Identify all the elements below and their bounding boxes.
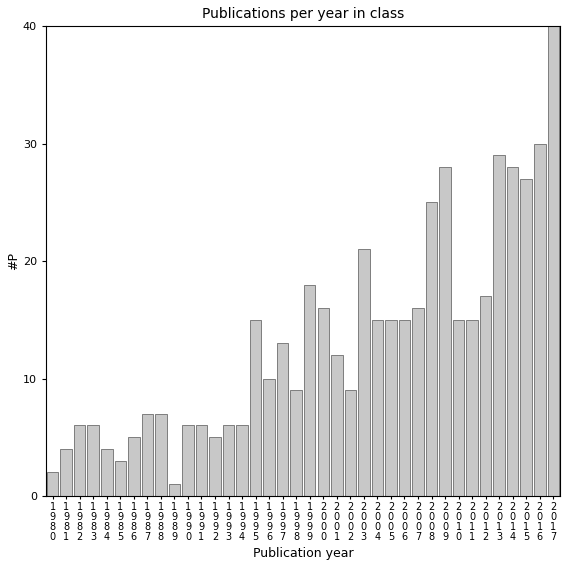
Bar — [115, 461, 126, 496]
Bar — [426, 202, 437, 496]
Bar — [480, 297, 492, 496]
Bar — [155, 414, 167, 496]
Bar — [101, 449, 112, 496]
Y-axis label: #P: #P — [7, 252, 20, 270]
Bar — [318, 308, 329, 496]
Title: Publications per year in class: Publications per year in class — [202, 7, 404, 21]
Bar — [439, 167, 451, 496]
Bar — [236, 425, 248, 496]
Bar — [196, 425, 207, 496]
Bar — [534, 143, 545, 496]
Bar — [168, 484, 180, 496]
Bar — [223, 425, 234, 496]
Bar — [493, 155, 505, 496]
Bar — [304, 285, 315, 496]
Bar — [412, 308, 424, 496]
X-axis label: Publication year: Publication year — [253, 547, 353, 560]
Bar — [264, 379, 275, 496]
Bar — [209, 437, 221, 496]
Bar — [358, 249, 370, 496]
Bar — [74, 425, 86, 496]
Bar — [371, 320, 383, 496]
Bar — [47, 472, 58, 496]
Bar — [331, 355, 342, 496]
Bar — [385, 320, 397, 496]
Bar — [453, 320, 464, 496]
Bar — [548, 26, 559, 496]
Bar — [521, 179, 532, 496]
Bar — [345, 390, 356, 496]
Bar — [142, 414, 153, 496]
Bar — [277, 343, 289, 496]
Bar — [61, 449, 72, 496]
Bar — [466, 320, 478, 496]
Bar — [507, 167, 518, 496]
Bar — [250, 320, 261, 496]
Bar — [399, 320, 410, 496]
Bar — [128, 437, 139, 496]
Bar — [87, 425, 99, 496]
Bar — [290, 390, 302, 496]
Bar — [182, 425, 194, 496]
